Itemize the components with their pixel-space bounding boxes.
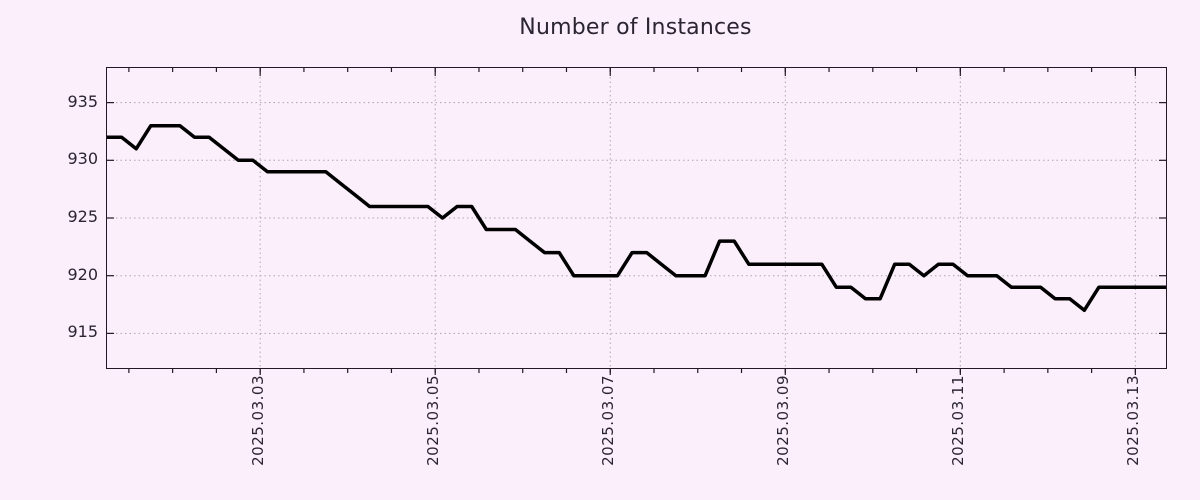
x-tick-label: 2025.03.03 [249,375,268,466]
x-tick-label: 2025.03.09 [774,375,793,466]
x-tick-label: 2025.03.13 [1124,375,1143,466]
x-tick-label: 2025.03.07 [599,375,618,466]
x-tick-label: 2025.03.11 [949,375,968,466]
y-tick-label: 935 [67,91,98,111]
plot-area [106,67,1167,375]
x-tick-label: 2025.03.05 [424,375,443,466]
y-tick-label: 915 [67,322,98,342]
y-tick-label: 930 [67,149,98,169]
line-chart-svg [107,68,1166,375]
line-series-path [107,123,1166,313]
y-tick-label: 920 [67,264,98,284]
y-tick-label: 925 [67,207,98,226]
chart-title: Number of Instances [519,15,752,40]
